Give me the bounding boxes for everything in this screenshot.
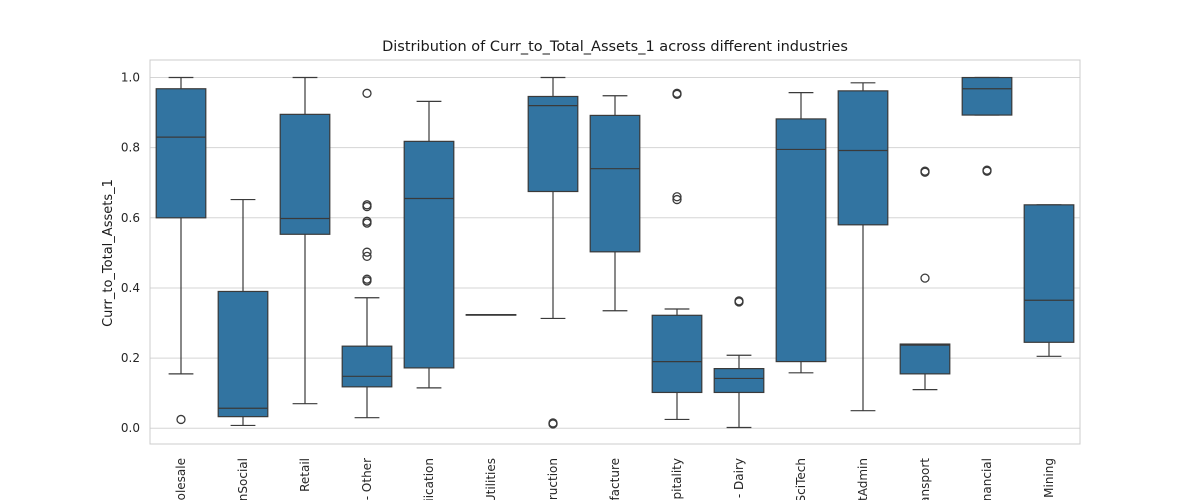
iqr-box (589, 114, 641, 253)
x-tick-label: - Other (360, 458, 374, 500)
x-tick-label: Mining (1042, 458, 1056, 498)
y-tick-label: 0.2 (121, 351, 140, 365)
outlier-point (920, 166, 930, 176)
outlier-point (672, 192, 682, 202)
outlier-point (672, 194, 682, 205)
outlier-point (362, 200, 372, 210)
x-tick-label: olesale (174, 458, 188, 500)
box-5 (403, 100, 455, 389)
x-tick-label: Utilities (484, 458, 498, 500)
x-tick-label: - Dairy (732, 458, 746, 498)
box-13 (899, 166, 951, 391)
x-tick-label: nSocial (236, 458, 250, 500)
box-7 (527, 76, 579, 429)
x-tick-label: ruction (546, 458, 560, 500)
iqr-box (961, 76, 1013, 116)
iqr-box (837, 90, 889, 226)
iqr-box (775, 118, 827, 363)
y-tick-label: 0.8 (121, 141, 140, 155)
chart-title: Distribution of Curr_to_Total_Assets_1 a… (382, 39, 848, 55)
x-tick-label: facture (608, 458, 622, 500)
box-11 (775, 92, 827, 374)
outlier-point (548, 418, 558, 428)
outlier-point (362, 247, 372, 257)
iqr-box (217, 290, 269, 418)
box-10 (713, 296, 765, 429)
box-8 (589, 95, 641, 312)
iqr-box (651, 314, 703, 394)
box-1 (155, 76, 207, 425)
x-tick-label: spitality (670, 458, 684, 500)
iqr-box (403, 140, 455, 369)
outlier-point (362, 216, 372, 226)
outlier-point (982, 165, 992, 175)
box-9 (651, 88, 703, 421)
y-axis-ticks: 0.0 0.2 0.4 0.6 0.8 1.0 (121, 71, 140, 436)
x-tick-label: ansport (918, 458, 932, 500)
x-axis-ticks: olesale nSocial Retail - Other iication Utili… (174, 458, 1056, 500)
iqr-box (899, 343, 951, 375)
y-tick-label: 1.0 (121, 71, 140, 85)
iqr-box (341, 345, 393, 388)
box-15 (1023, 204, 1075, 357)
iqr-box (1023, 204, 1075, 343)
y-tick-label: 0.6 (121, 211, 140, 225)
box-6 (465, 313, 517, 316)
outlier-point (672, 88, 682, 98)
x-tick-label: nancial (980, 458, 994, 500)
iqr-box (527, 95, 579, 193)
box-12 (837, 82, 889, 412)
box-2 (217, 198, 269, 427)
x-tick-label: iication (422, 458, 436, 500)
box-3 (279, 76, 331, 405)
outlier-point (362, 251, 372, 262)
iqr-box (713, 368, 765, 394)
outlier-point (362, 88, 372, 98)
boxes (155, 76, 1075, 429)
outlier-point (362, 274, 372, 284)
iqr-box (155, 88, 207, 219)
y-tick-label: 0.4 (121, 281, 140, 295)
y-tick-label: 0.0 (121, 421, 140, 435)
x-tick-label: tAdmin (856, 458, 870, 500)
x-tick-label: SciTech (794, 458, 808, 500)
y-axis-label: Curr_to_Total_Assets_1 (101, 179, 116, 327)
outlier-point (176, 414, 186, 425)
box-14 (961, 76, 1013, 176)
box-4 (341, 88, 393, 419)
iqr-box (279, 113, 331, 235)
outlier-point (734, 296, 744, 306)
x-tick-label: Retail (298, 458, 312, 492)
outlier-point (920, 273, 930, 283)
plot-area-frame (149, 59, 1081, 445)
